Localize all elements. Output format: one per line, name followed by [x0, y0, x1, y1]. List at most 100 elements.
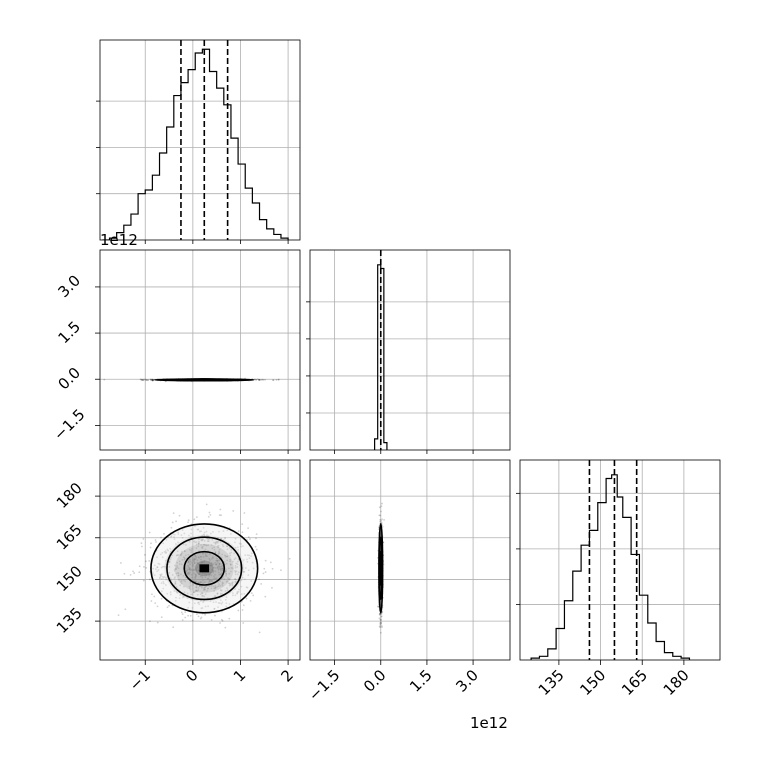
scatter-point: [245, 597, 248, 600]
scatter-point: [252, 594, 255, 597]
scatter-point: [198, 585, 201, 588]
scatter-point: [195, 574, 197, 577]
scatter-point: [226, 548, 229, 551]
hist-p2-frame: [309, 249, 511, 451]
scatter-point: [204, 605, 207, 608]
scatter-point: [180, 611, 183, 614]
scatter-point: [194, 525, 196, 528]
scatter-point: [145, 379, 148, 381]
scatter-point: [228, 572, 231, 575]
scatter-point: [241, 523, 244, 526]
scatter-point: [378, 617, 381, 620]
scatter-point: [379, 626, 382, 629]
scatter-point: [174, 543, 177, 545]
scatter-point: [159, 575, 162, 578]
scatter-point: [271, 586, 273, 589]
scatter-point: [226, 587, 228, 590]
y-offset-label: 1e12: [100, 231, 138, 249]
scatter-point: [255, 548, 258, 551]
scatter-point: [147, 379, 150, 381]
scatter-point: [187, 614, 190, 617]
scatter-point: [193, 591, 195, 594]
scatter-point: [181, 596, 184, 599]
scatter-point: [203, 559, 206, 562]
scatter-point: [213, 541, 216, 544]
scatter-point: [380, 510, 382, 513]
scatter-point: [246, 558, 248, 561]
scatter-point: [200, 599, 202, 602]
scatter-point: [198, 540, 200, 543]
scatter-point: [215, 601, 217, 603]
scatter-point: [221, 601, 224, 604]
scatter-point: [195, 573, 197, 576]
x-tick-label: 1.5: [406, 666, 436, 696]
scatter-point: [117, 614, 120, 617]
scatter-point: [190, 536, 193, 539]
scatter-point: [221, 567, 223, 570]
scatter-p1-p2-frame: [99, 249, 301, 451]
scatter-point: [191, 576, 194, 579]
scatter-point: [194, 573, 197, 576]
scatter-point: [184, 554, 187, 557]
scatter-point: [208, 580, 211, 583]
scatter-point: [202, 582, 204, 585]
scatter-point: [151, 572, 154, 575]
scatter-point: [231, 582, 233, 585]
scatter-point: [213, 595, 216, 598]
scatter-point: [203, 588, 206, 591]
scatter-point: [226, 545, 228, 548]
scatter-point: [200, 539, 203, 541]
scatter-point: [288, 557, 291, 560]
scatter-point: [229, 563, 232, 566]
scatter-point: [189, 584, 192, 587]
scatter-point: [262, 572, 265, 575]
histogram-bin: [160, 153, 167, 240]
scatter-point: [208, 579, 211, 582]
scatter-point: [217, 602, 220, 604]
scatter-point: [165, 559, 167, 562]
scatter-point: [202, 543, 205, 546]
scatter-point: [178, 563, 181, 565]
scatter-point: [250, 592, 253, 595]
scatter-point: [221, 553, 224, 556]
scatter-point: [221, 584, 224, 587]
scatter-point: [202, 526, 205, 529]
scatter-point: [201, 538, 204, 541]
scatter-point: [243, 592, 246, 595]
scatter-point: [123, 572, 126, 575]
scatter-point: [190, 573, 193, 576]
scatter-point: [217, 552, 220, 555]
histogram-bin: [217, 88, 224, 240]
scatter-point: [247, 527, 250, 530]
scatter-point: [215, 577, 218, 580]
scatter-point: [197, 528, 200, 531]
x-offset-label: 1e12: [470, 714, 508, 732]
scatter-point: [223, 578, 226, 580]
scatter-point: [234, 578, 237, 581]
scatter-point: [161, 556, 164, 559]
scatter-point: [152, 379, 155, 382]
scatter-point: [170, 556, 172, 559]
scatter-point: [214, 542, 217, 544]
scatter-point: [197, 615, 200, 618]
scatter-point: [148, 531, 151, 534]
scatter-point: [207, 538, 210, 541]
scatter-point: [203, 581, 206, 583]
scatter-point: [251, 561, 254, 564]
scatter-point: [213, 607, 216, 610]
scatter-point: [250, 555, 253, 557]
scatter-point: [234, 594, 237, 597]
scatter-point: [240, 545, 243, 548]
scatter-point: [222, 575, 225, 578]
scatter-point: [191, 569, 194, 572]
scatter-point: [160, 616, 163, 619]
scatter-point: [190, 590, 192, 593]
scatter-point: [217, 546, 220, 549]
scatter-point: [264, 571, 267, 573]
scatter-point: [164, 584, 167, 586]
scatter-point: [201, 561, 204, 564]
scatter-point: [271, 567, 274, 570]
scatter-point: [175, 567, 177, 570]
scatter-point: [219, 585, 222, 587]
